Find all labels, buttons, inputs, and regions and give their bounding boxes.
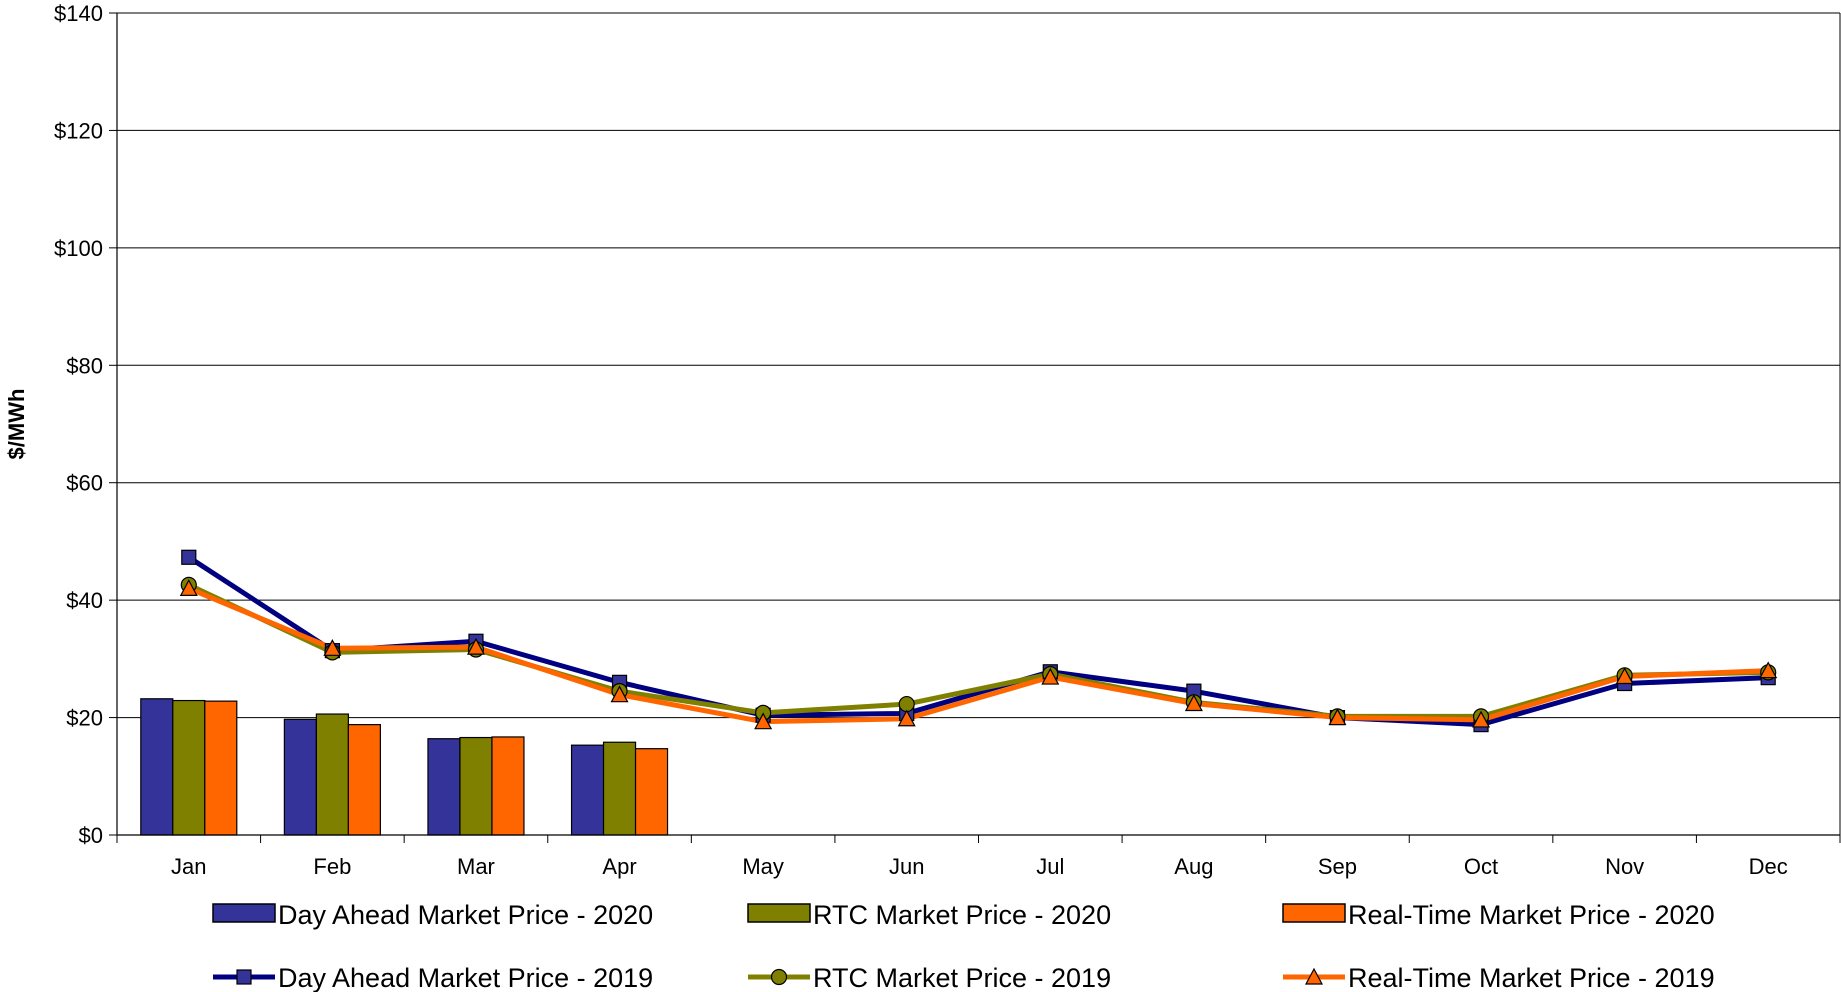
- bar-2-mar: [459, 736, 493, 836]
- point-3-jul: [1041, 667, 1060, 685]
- legend-swatch-bar-3: [1282, 903, 1346, 923]
- point-1-jan: [181, 549, 197, 565]
- y-tick-label: $80: [66, 353, 103, 378]
- legend-marker-3: [1305, 967, 1323, 985]
- bar-2-feb: [315, 713, 349, 836]
- y-tick-label: $40: [66, 588, 103, 613]
- y-tick-label: $140: [54, 1, 103, 26]
- x-tick-label: Jun: [889, 854, 924, 879]
- x-tick-label: Dec: [1749, 854, 1788, 879]
- bar-3-jan: [204, 700, 238, 836]
- y-axis-ticks: $0 $20 $40 $60 $80 $100 $120 $140: [54, 1, 103, 848]
- point-3-nov: [1615, 667, 1634, 685]
- y-tick-label: $100: [54, 236, 103, 261]
- legend-label-line-2: RTC Market Price - 2019: [813, 963, 1111, 992]
- bar-2-jan: [172, 699, 206, 836]
- point-3-may: [754, 712, 773, 730]
- line-series-3: [187, 586, 1769, 725]
- legend-label-bar-2: RTC Market Price - 2020: [813, 900, 1111, 930]
- point-3-aug: [1184, 694, 1203, 712]
- bar-1-jan: [140, 698, 174, 836]
- bar-1-apr: [570, 744, 605, 836]
- point-3-sep: [1328, 708, 1347, 726]
- x-tick-label: Jan: [171, 854, 206, 879]
- x-tick-label: Oct: [1464, 854, 1498, 879]
- line-series-2: [187, 582, 1769, 719]
- bar-3-apr: [634, 748, 669, 836]
- point-3-jun: [897, 709, 916, 727]
- y-tick-label: $60: [66, 471, 103, 496]
- y-tick-label: $0: [79, 823, 103, 848]
- legend: Day Ahead Market Price - 2020 RTC Market …: [212, 900, 1715, 992]
- x-tick-label: Aug: [1174, 854, 1213, 879]
- line-series-group: [179, 549, 1778, 733]
- bar-1-feb: [283, 718, 317, 836]
- legend-label-line-3: Real-Time Market Price - 2019: [1348, 963, 1715, 992]
- legend-label-line-1: Day Ahead Market Price - 2019: [278, 963, 653, 992]
- x-tick-label: Apr: [602, 854, 636, 879]
- point-3-mar: [466, 637, 485, 655]
- axes: [109, 12, 1841, 843]
- point-3-dec: [1759, 661, 1778, 679]
- x-tick-label: Feb: [313, 854, 351, 879]
- y-axis-label: $/MWh: [4, 389, 29, 460]
- x-tick-label: Mar: [457, 854, 495, 879]
- bar-3-mar: [491, 736, 525, 836]
- legend-swatch-bar-2: [747, 903, 811, 923]
- point-3-jan: [179, 579, 198, 597]
- point-3-apr: [610, 685, 629, 703]
- bar-1-mar: [427, 738, 461, 836]
- x-tick-label: May: [742, 854, 784, 879]
- line-series-1: [187, 555, 1769, 728]
- legend-label-bar-3: Real-Time Market Price - 2020: [1348, 900, 1715, 930]
- bar-2-apr: [602, 741, 637, 836]
- legend-marker-1: [236, 969, 252, 985]
- point-2-jun: [898, 695, 915, 713]
- gridlines: [117, 12, 1840, 719]
- point-3-feb: [323, 639, 342, 656]
- x-tick-label: Jul: [1036, 854, 1064, 879]
- x-axis-ticks: Jan Feb Mar Apr May Jun Jul Aug Sep Oct Nov Dec: [171, 854, 1788, 879]
- legend-swatch-bar-1: [212, 903, 276, 923]
- x-tick-label: Sep: [1318, 854, 1357, 879]
- legend-marker-2: [770, 968, 788, 986]
- y-tick-label: $20: [66, 706, 103, 731]
- x-tick-label: Nov: [1605, 854, 1644, 879]
- bar-series-group: [140, 698, 669, 836]
- point-3-oct: [1472, 710, 1491, 728]
- bar-3-feb: [347, 724, 381, 836]
- legend-label-bar-1: Day Ahead Market Price - 2020: [278, 900, 653, 930]
- y-tick-label: $120: [54, 118, 103, 143]
